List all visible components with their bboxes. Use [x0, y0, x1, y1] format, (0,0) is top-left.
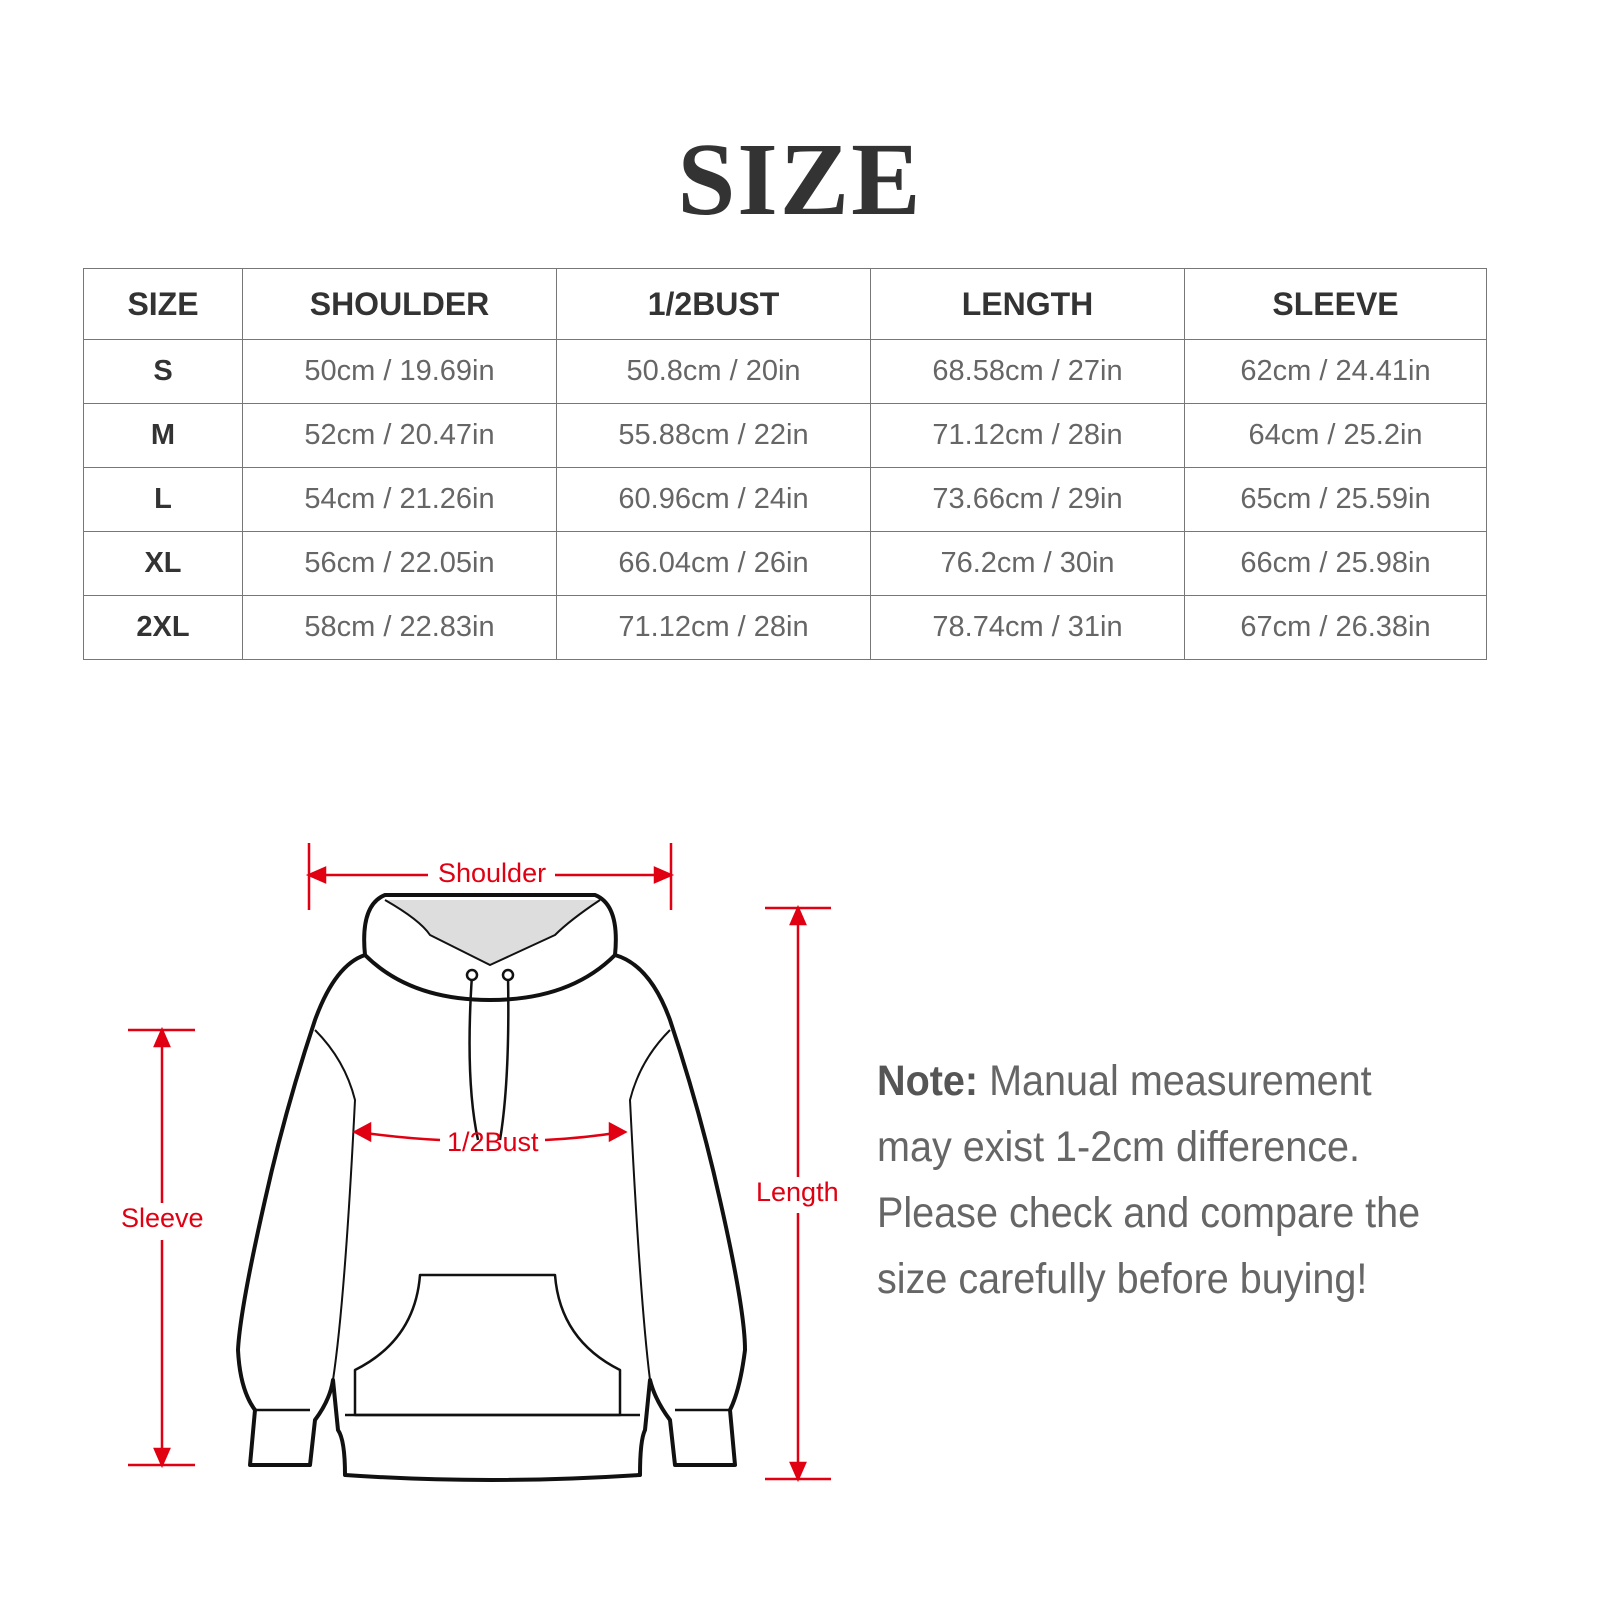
size-cell: 2XL [83, 595, 243, 660]
table-row: XL 56cm / 22.05in 66.04cm / 26in 76.2cm / 3… [83, 531, 1487, 596]
measurement-cell: 65cm / 25.59in [1184, 467, 1487, 532]
length-label: Length [750, 1177, 845, 1208]
measurement-cell: 62cm / 24.41in [1184, 339, 1487, 404]
measurement-cell: 67cm / 26.38in [1184, 595, 1487, 660]
hoodie-outline [236, 893, 747, 1482]
measurement-cell: 54cm / 21.26in [242, 467, 557, 532]
header-cell: 1/2BUST [556, 268, 871, 340]
table-row: S 50cm / 19.69in 50.8cm / 20in 68.58cm / 27… [83, 339, 1487, 404]
measurement-cell: 66cm / 25.98in [1184, 531, 1487, 596]
size-cell: L [83, 467, 243, 532]
header-cell: SLEEVE [1184, 268, 1487, 340]
header-cell: LENGTH [870, 268, 1185, 340]
table-header-row: SIZE SHOULDER 1/2BUST LENGTH SLEEVE [83, 268, 1487, 340]
shoulder-label: Shoulder [432, 858, 553, 889]
table-row: L 54cm / 21.26in 60.96cm / 24in 73.66cm / 2… [83, 467, 1487, 532]
bust-label: 1/2Bust [447, 1127, 539, 1157]
measurement-cell: 52cm / 20.47in [242, 403, 557, 468]
header-cell: SIZE [83, 268, 243, 340]
measurement-cell: 50cm / 19.69in [242, 339, 557, 404]
table-row: M 52cm / 20.47in 55.88cm / 22in 71.12cm / 2… [83, 403, 1487, 468]
note-label: Note: [877, 1057, 979, 1105]
measurement-cell: 64cm / 25.2in [1184, 403, 1487, 468]
measurement-cell: 71.12cm / 28in [870, 403, 1185, 468]
table-row: 2XL 58cm / 22.83in 71.12cm / 28in 78.74cm /… [83, 595, 1487, 660]
measurement-lines [128, 843, 831, 1483]
measurement-cell: 55.88cm / 22in [556, 403, 871, 468]
measurement-cell: 78.74cm / 31in [870, 595, 1185, 660]
measurement-cell: 76.2cm / 30in [870, 531, 1185, 596]
measurement-cell: 60.96cm / 24in [556, 467, 871, 532]
page-title: SIZE [677, 122, 923, 237]
size-cell: S [83, 339, 243, 404]
measurement-cell: 73.66cm / 29in [870, 467, 1185, 532]
measurement-cell: 56cm / 22.05in [242, 531, 557, 596]
measurement-cell: 58cm / 22.83in [242, 595, 557, 660]
measurement-cell: 50.8cm / 20in [556, 339, 871, 404]
sleeve-label: Sleeve [115, 1203, 210, 1234]
size-cell: M [83, 403, 243, 468]
note-text: Note: Manual measurement may exist 1-2cm… [877, 1048, 1447, 1312]
measurement-cell: 66.04cm / 26in [556, 531, 871, 596]
measurement-cell: 71.12cm / 28in [556, 595, 871, 660]
note-body: Manual measurement may exist 1-2cm diffe… [877, 1057, 1421, 1303]
size-table: SIZE SHOULDER 1/2BUST LENGTH SLEEVE S 50c… [83, 268, 1487, 660]
